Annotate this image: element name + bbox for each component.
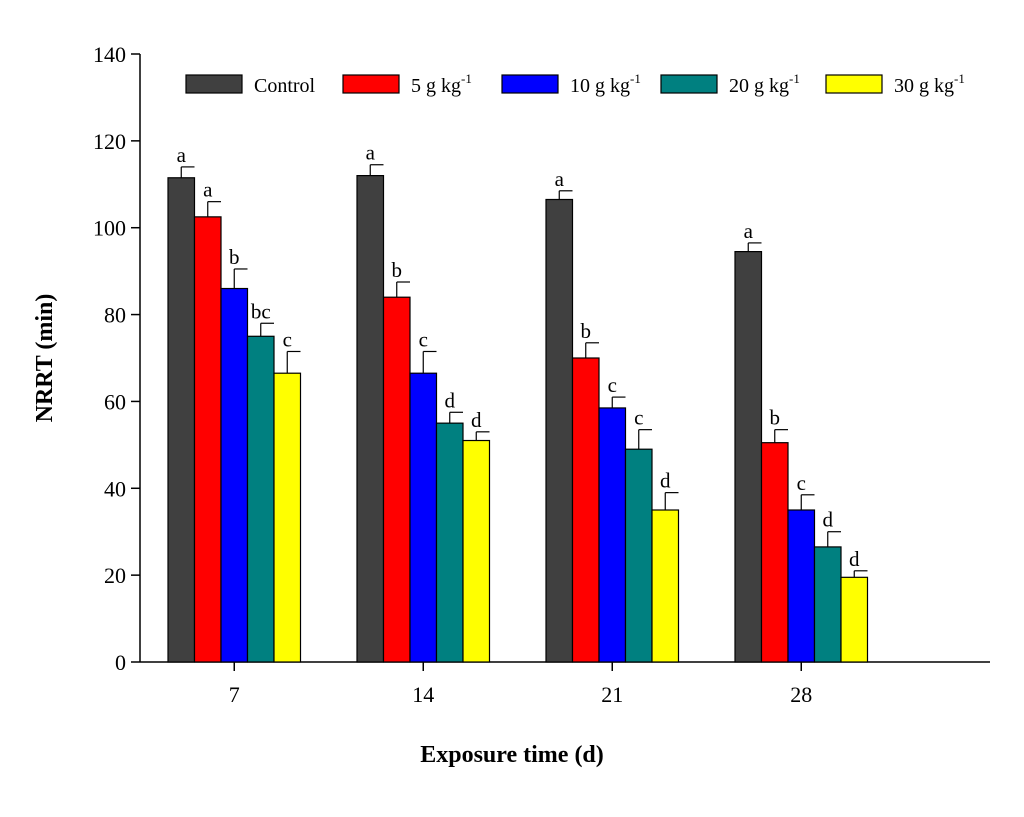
x-tick-label: 28 [790,682,812,707]
significance-label: c [797,471,806,495]
significance-label: a [366,141,376,165]
x-tick-label: 21 [601,682,623,707]
y-tick-label: 20 [104,563,126,588]
significance-label: a [555,167,565,191]
significance-label: d [849,547,860,571]
y-tick-label: 40 [104,476,126,501]
bar [167,177,196,663]
y-axis: 0 20 40 60 80 100 120 140 [93,42,141,675]
legend-swatch [825,74,883,94]
bar [598,407,627,663]
legend-swatch [342,74,400,94]
significance-label: a [203,178,213,202]
legend: Control 5 g kg-1 10 g kg-1 20 g kg-1 30 g kg… [185,71,965,97]
x-axis: 7 14 21 28 [140,661,990,707]
bar [760,442,789,663]
y-tick-label: 100 [93,216,126,241]
legend-label: 5 g kg-1 [411,71,472,97]
bar [273,372,302,663]
legend-swatch [501,74,559,94]
significance-label: c [283,327,292,351]
y-tick-label: 120 [93,129,126,154]
bar [382,296,411,663]
bar [571,357,600,663]
bar [246,335,275,663]
significance-label: b [770,406,781,430]
bar [651,509,680,663]
significance-label: b [392,258,403,282]
x-tick-label: 14 [412,682,434,707]
y-tick-label: 140 [93,42,126,67]
significance-label: c [419,327,428,351]
significance-label: d [471,408,482,432]
bar [220,287,249,663]
bar [624,448,653,663]
bar [462,439,491,663]
significance-label: b [229,245,240,269]
significance-label: d [660,469,671,493]
significance-label: a [177,143,187,167]
y-tick-label: 80 [104,303,126,328]
x-axis-title: Exposure time (d) [420,742,604,768]
legend-label: 30 g kg-1 [894,71,965,97]
bar [734,251,763,663]
bar [787,509,816,663]
legend-swatch [185,74,243,94]
bar [356,175,385,663]
bar [840,576,869,663]
bar [813,546,842,663]
bar [545,198,574,663]
bar [409,372,438,663]
significance-label: d [445,388,456,412]
significance-label: c [634,406,643,430]
significance-label: a [744,219,754,243]
significance-label: bc [251,299,271,323]
legend-swatch [660,74,718,94]
significance-label: b [581,319,592,343]
significance-label: c [608,373,617,397]
bar [193,216,222,663]
legend-label: 20 g kg-1 [729,71,800,97]
y-axis-title: NRRT (min) [32,294,58,423]
legend-label: Control [254,75,316,97]
bar [435,422,464,663]
x-tick-label: 7 [229,682,240,707]
y-tick-label: 0 [115,650,126,675]
y-tick-label: 60 [104,389,126,414]
legend-label: 10 g kg-1 [570,71,641,97]
significance-label: d [823,508,834,532]
